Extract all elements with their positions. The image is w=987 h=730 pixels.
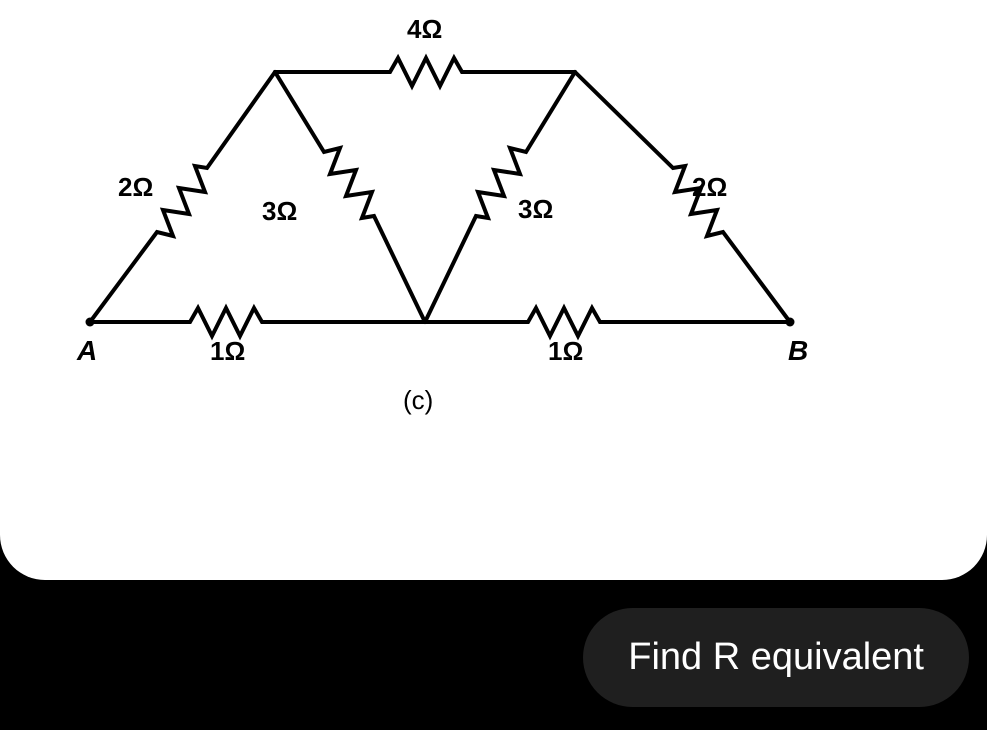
question-bubble: Find R equivalent: [583, 608, 969, 707]
edge-tlm: [275, 72, 425, 322]
edge-btr: [575, 72, 790, 322]
question-text: Find R equivalent: [628, 636, 924, 678]
r-3ohm-left: 3Ω: [262, 196, 297, 227]
r-3ohm-right: 3Ω: [518, 194, 553, 225]
node-a-dot: [86, 318, 95, 327]
r-1ohm-left: 1Ω: [210, 336, 245, 367]
node-a-label: A: [77, 335, 97, 367]
edge-mb: [425, 308, 790, 336]
edge-tltr: [275, 58, 575, 86]
edge-am: [90, 308, 425, 336]
r-4ohm-top: 4Ω: [407, 14, 442, 45]
card: A B 1Ω 1Ω 2Ω 3Ω 3Ω 2Ω 4Ω (c): [0, 0, 987, 580]
r-2ohm-left: 2Ω: [118, 172, 153, 203]
r-2ohm-right: 2Ω: [692, 172, 727, 203]
r-1ohm-right: 1Ω: [548, 336, 583, 367]
node-b-dot: [786, 318, 795, 327]
circuit-diagram: [0, 0, 987, 420]
node-b-label: B: [788, 335, 808, 367]
figure-caption: (c): [403, 385, 433, 416]
